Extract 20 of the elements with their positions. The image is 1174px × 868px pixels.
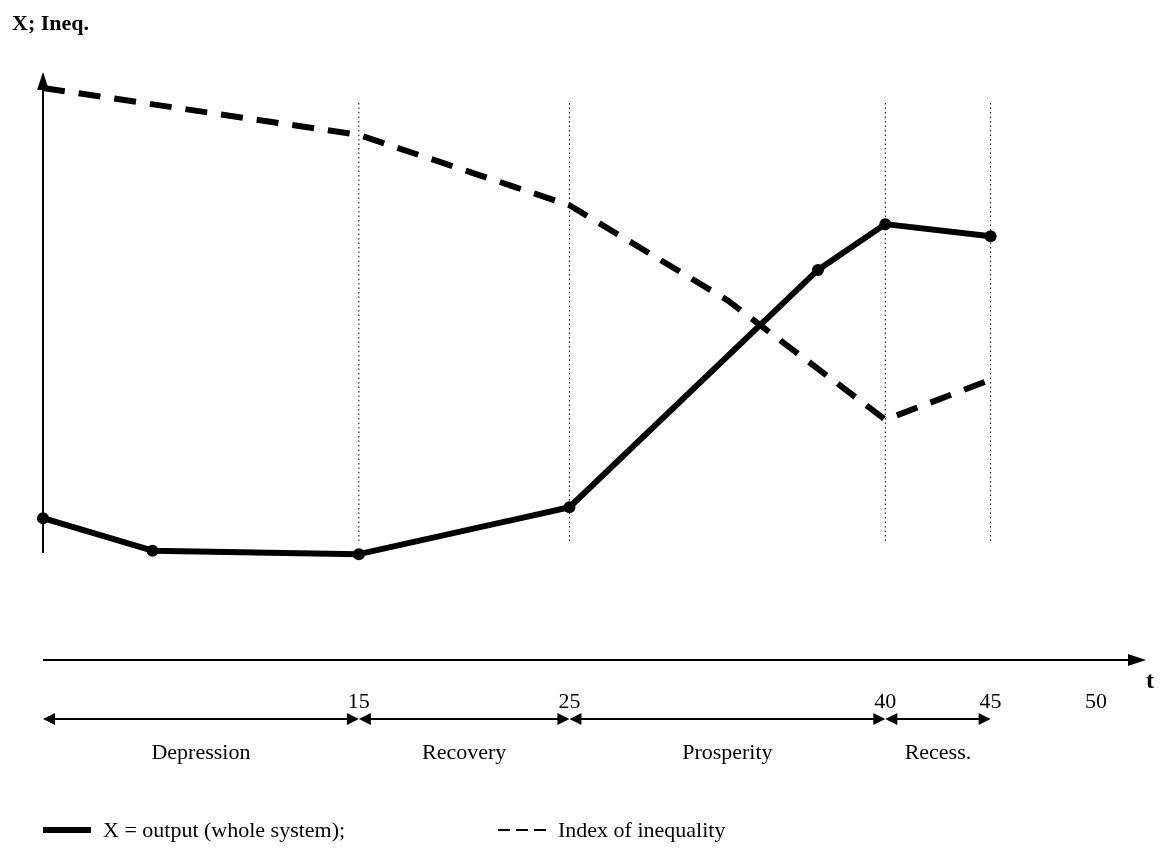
point [811, 263, 824, 276]
y-axis-title: X; Ineq. [12, 10, 90, 35]
point [984, 230, 997, 243]
legend-label: Index of inequality [558, 817, 726, 842]
point [146, 544, 159, 557]
text: Recess. [904, 739, 972, 764]
text: Depression [151, 739, 251, 764]
point [563, 501, 576, 514]
legend-label: X = output (whole system); [103, 817, 346, 842]
x-axis-title: t [1146, 667, 1154, 693]
x-tick-label: 15 [347, 688, 370, 713]
point [352, 548, 365, 561]
point [879, 218, 892, 231]
point [37, 512, 49, 525]
text: Prosperity [682, 739, 773, 764]
x-tick-label: 45 [979, 688, 1002, 713]
text: Recovery [422, 739, 507, 764]
x-tick-label: 50 [1084, 688, 1107, 713]
x-tick-label: 25 [558, 688, 581, 713]
x-tick-label: 40 [874, 688, 897, 713]
